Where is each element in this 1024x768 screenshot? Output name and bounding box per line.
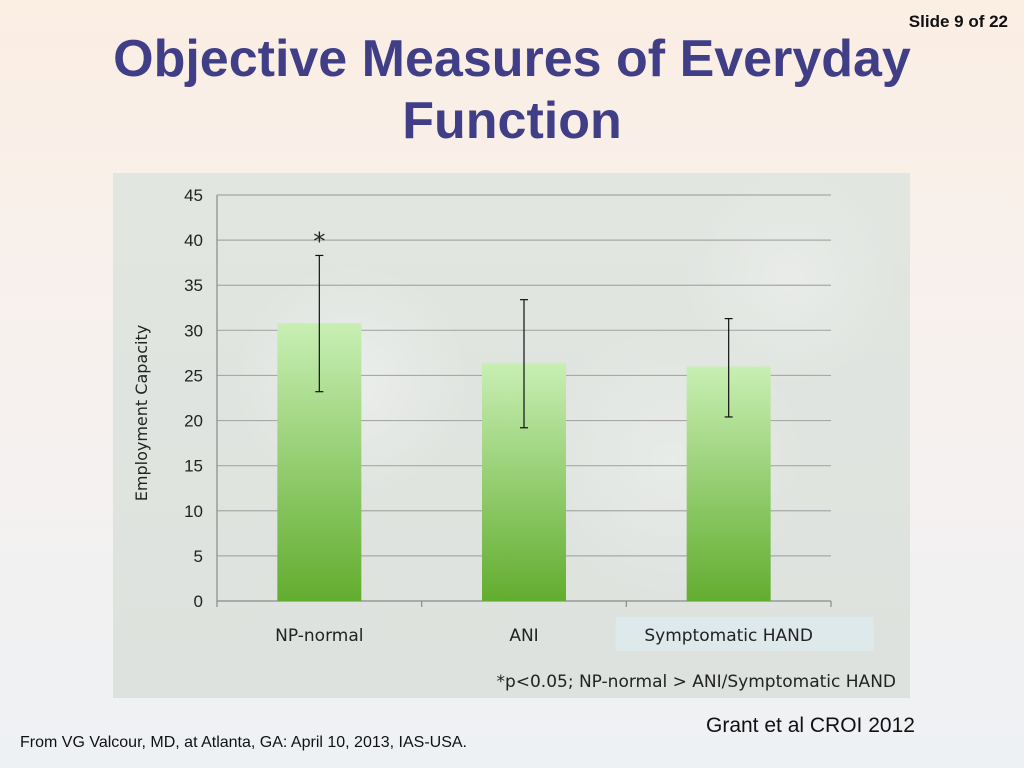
y-tick-label: 40 bbox=[184, 231, 203, 250]
bars bbox=[277, 254, 771, 601]
chart-footnote: *p<0.05; NP-normal > ANI/Symptomatic HAN… bbox=[496, 672, 896, 692]
slide-title: Objective Measures of Everyday Function bbox=[0, 28, 1024, 152]
y-tick-label: 45 bbox=[184, 186, 203, 205]
y-tick-label: 5 bbox=[194, 547, 203, 566]
x-category-label: Symptomatic HAND bbox=[644, 626, 813, 646]
source-credit: From VG Valcour, MD, at Atlanta, GA: Apr… bbox=[20, 734, 467, 751]
y-tick-label: 25 bbox=[184, 366, 203, 385]
y-tick-label: 0 bbox=[194, 592, 203, 611]
chart-panel: 0 5 10 15 20 25 30 35 40 45 Employment Capacity NP-… bbox=[113, 173, 910, 698]
y-tick-label: 10 bbox=[184, 502, 203, 521]
y-tick-label: 20 bbox=[184, 412, 203, 431]
x-category-label: NP-normal bbox=[275, 626, 363, 646]
slide-number: Slide 9 of 22 bbox=[908, 12, 1008, 31]
bar-chart: 0 5 10 15 20 25 30 35 40 45 Employment Capacity NP-… bbox=[132, 186, 896, 692]
significance-marker: * bbox=[313, 227, 325, 255]
y-axis-label: Employment Capacity bbox=[132, 325, 151, 501]
y-tick-label: 30 bbox=[184, 321, 203, 340]
citation: Grant et al CROI 2012 bbox=[706, 714, 915, 737]
y-tick-label: 35 bbox=[184, 276, 203, 295]
category-label-highlight bbox=[615, 617, 874, 651]
slide-title-line-1: Objective Measures of Everyday bbox=[113, 30, 911, 88]
labels: 0 5 10 15 20 25 30 35 40 45 Employment Capacity NP-… bbox=[132, 186, 896, 692]
x-category-label: ANI bbox=[509, 626, 538, 646]
y-tick-label: 15 bbox=[184, 457, 203, 476]
slide-title-line-2: Function bbox=[402, 92, 622, 150]
